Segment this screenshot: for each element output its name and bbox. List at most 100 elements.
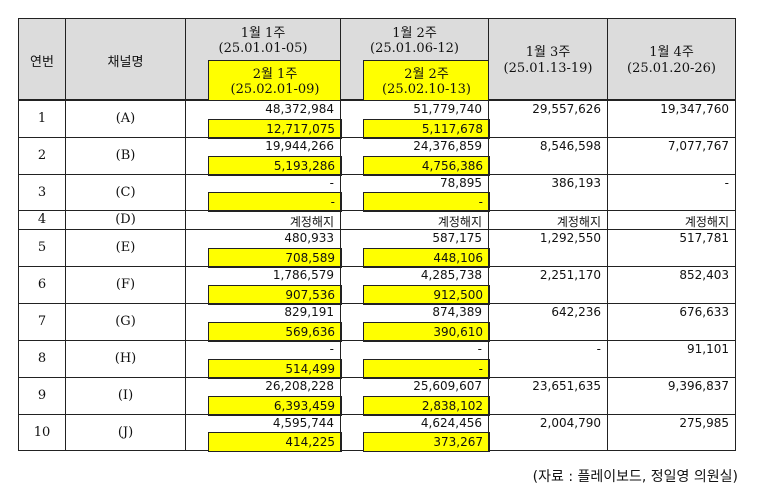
row-week3-value: 2,004,790 — [539, 416, 601, 430]
row-week1-highlight: 414,225 — [208, 432, 342, 452]
row-week2-cell: 51,779,740 5,117,678 — [340, 100, 490, 139]
header-week1-cell: 1월 1주 (25.01.01-05) 2월 1주 (25.02.01-09) — [185, 18, 342, 101]
row-week3-value: 29,557,626 — [532, 102, 601, 116]
row-channel-cell: (E) — [65, 229, 186, 267]
row-week3-cell: 642,236 — [488, 303, 608, 341]
row-no-cell: 3 — [18, 174, 66, 211]
row-week2-bottom-value: 2,838,102 — [421, 399, 483, 413]
row-week2-top-value: 25,609,607 — [413, 379, 482, 393]
header-week2-sub-title: 2월 2주 — [404, 67, 449, 82]
row-week3-value: 1,292,550 — [539, 231, 601, 245]
row-week4-cell: - — [607, 174, 736, 211]
row-channel-cell: (F) — [65, 266, 186, 304]
row-week2-highlight: 448,106 — [363, 248, 490, 268]
row-week4-value: 9,396,837 — [667, 379, 729, 393]
row-week2-top-value: 78,895 — [440, 176, 482, 190]
header-channel: 채널명 — [107, 55, 144, 70]
row-channel-cell: (I) — [65, 377, 186, 415]
row-channel: (F) — [115, 277, 136, 292]
row-week4-cell: 7,077,767 — [607, 137, 736, 175]
row-no: 9 — [37, 388, 47, 403]
row-week2-top-value: 4,624,456 — [420, 416, 482, 430]
row-week2-bottom-value: 373,267 — [433, 435, 483, 449]
row-week3-cell: 29,557,626 — [488, 100, 608, 138]
row-no: 5 — [37, 240, 47, 255]
row-week2-highlight: - — [363, 192, 490, 212]
row-week3-cell: 8,546,598 — [488, 137, 608, 175]
row-channel-cell: (B) — [65, 137, 186, 175]
row-week2-cell: 4,624,456 373,267 — [340, 414, 490, 452]
row-no-cell: 8 — [18, 340, 66, 378]
row-week1-cell: 26,208,228 6,393,459 — [185, 377, 342, 416]
row-week2-cell: 4,285,738 912,500 — [340, 266, 490, 305]
header-week1-sub-box: 2월 1주 (25.02.01-09) — [208, 60, 342, 101]
row-channel: (J) — [117, 425, 134, 440]
row-channel-cell: (A) — [65, 100, 186, 138]
row-week1-top-value: 19,944,266 — [265, 139, 334, 153]
row-week2-top-value: 24,376,859 — [413, 139, 482, 153]
row-week4-value: - — [724, 176, 729, 190]
row-week2-top-value: 587,175 — [432, 231, 482, 245]
row-week1-value: 계정해지 — [289, 215, 334, 229]
row-week2-top-value: - — [477, 342, 482, 356]
row-week2-top-value: 51,779,740 — [413, 102, 482, 116]
row-week2-bottom-value: 5,117,678 — [421, 122, 483, 136]
row-week2-highlight: 5,117,678 — [363, 119, 490, 139]
row-week3-value: 642,236 — [551, 305, 601, 319]
row-week3-value: - — [596, 342, 601, 356]
row-channel-cell: (G) — [65, 303, 186, 341]
row-no: 2 — [37, 148, 47, 163]
row-week4-value: 7,077,767 — [667, 139, 729, 153]
row-week1-bottom-value: 12,717,075 — [266, 122, 335, 136]
row-week1-top-value: 829,191 — [284, 305, 334, 319]
row-week4-cell: 852,403 — [607, 266, 736, 304]
row-week1-cell: 1,786,579 907,536 — [185, 266, 342, 305]
header-week2-title: 1월 2주 — [392, 26, 437, 41]
row-week1-highlight: 569,636 — [208, 322, 342, 342]
row-channel: (B) — [115, 148, 136, 163]
row-week1-cell: - 514,499 — [185, 340, 342, 379]
row-week4-value: 275,985 — [679, 416, 729, 430]
row-week1-top-value: 26,208,228 — [265, 379, 334, 393]
row-week2-highlight: 912,500 — [363, 285, 490, 305]
row-week3-cell: 386,193 — [488, 174, 608, 211]
row-week4-cell: 계정해지 — [607, 210, 736, 230]
row-week2-value: 계정해지 — [437, 215, 482, 229]
row-week2-bottom-value: 912,500 — [433, 288, 483, 302]
row-week1-top-value: - — [329, 342, 334, 356]
row-no: 3 — [37, 185, 47, 200]
row-week1-cell: 19,944,266 5,193,286 — [185, 137, 342, 176]
header-week2-range: (25.01.06-12) — [370, 41, 459, 56]
row-no-cell: 2 — [18, 137, 66, 175]
header-week2-cell: 1월 2주 (25.01.06-12) 2월 2주 (25.02.10-13) — [340, 18, 490, 101]
row-week1-highlight: 12,717,075 — [208, 119, 342, 139]
row-week1-highlight: 514,499 — [208, 359, 342, 379]
header-week1-sub-title: 2월 1주 — [252, 67, 298, 82]
row-week3-value: 계정해지 — [556, 215, 601, 229]
row-week1-bottom-value: 514,499 — [285, 362, 335, 376]
row-channel-cell: (H) — [65, 340, 186, 378]
row-week1-bottom-value: 569,636 — [285, 325, 335, 339]
row-channel-cell: (D) — [65, 210, 186, 230]
row-week4-cell: 9,396,837 — [607, 377, 736, 415]
row-week1-top-value: 4,595,744 — [272, 416, 334, 430]
row-week2-highlight: 373,267 — [363, 432, 490, 452]
row-week1-highlight: 5,193,286 — [208, 156, 342, 176]
row-week3-cell: 2,251,170 — [488, 266, 608, 304]
header-week4-title: 1월 4주 — [649, 45, 694, 60]
row-week3-value: 2,251,170 — [539, 268, 601, 282]
row-week3-cell: 2,004,790 — [488, 414, 608, 451]
row-channel: (H) — [114, 351, 137, 366]
row-week2-top-value: 874,389 — [432, 305, 482, 319]
row-week4-cell: 676,633 — [607, 303, 736, 341]
header-week4-cell: 1월 4주 (25.01.20-26) — [607, 18, 736, 100]
row-week1-top-value: 48,372,984 — [265, 102, 334, 116]
row-week4-value: 19,347,760 — [660, 102, 729, 116]
row-week1-cell: 829,191 569,636 — [185, 303, 342, 342]
header-no: 연번 — [30, 55, 54, 70]
row-channel: (D) — [115, 212, 136, 227]
header-channel-cell: 채널명 — [65, 18, 186, 100]
row-week3-cell: 계정해지 — [488, 210, 608, 230]
row-week4-value: 91,101 — [687, 342, 729, 356]
row-week4-value: 852,403 — [679, 268, 729, 282]
